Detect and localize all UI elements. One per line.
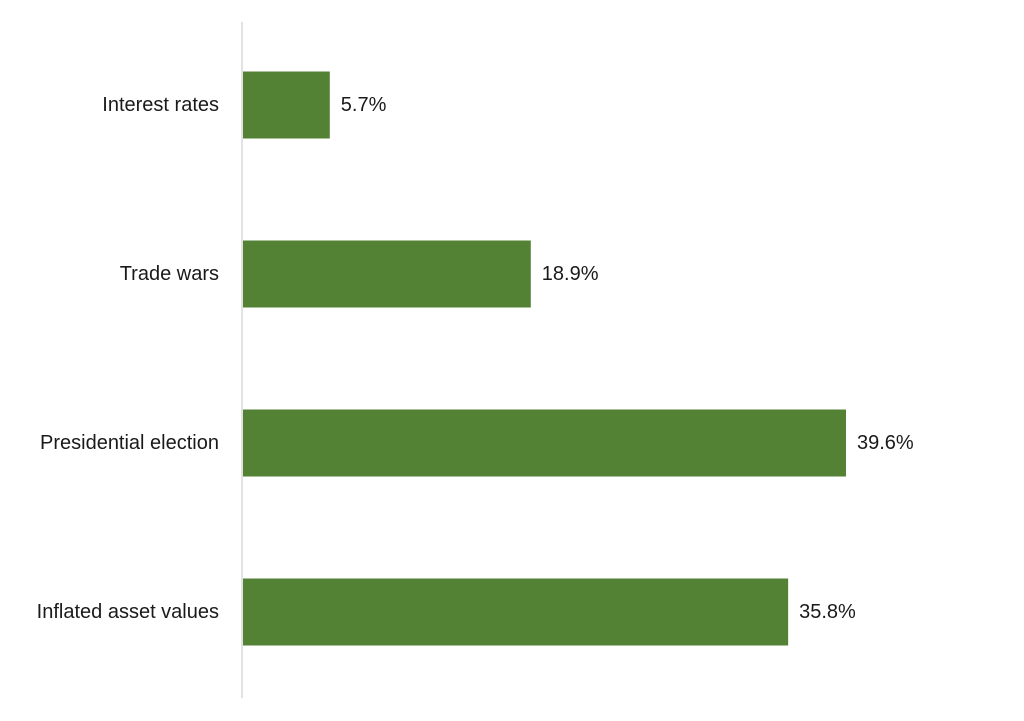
data-label: 39.6%	[857, 432, 914, 454]
category-label: Presidential election	[40, 432, 219, 454]
category-label: Trade wars	[120, 263, 219, 285]
bars-group	[243, 71, 846, 646]
data-label: 5.7%	[341, 94, 387, 116]
bar-presidential-election	[243, 409, 846, 477]
bar-trade-wars	[243, 240, 531, 308]
category-label: Interest rates	[102, 94, 219, 116]
bar-inflated-asset-values	[243, 578, 789, 646]
data-label: 18.9%	[542, 263, 599, 285]
labels-group: Interest rates 5.7% Trade wars 18.9% Preside…	[37, 94, 914, 623]
category-label: Inflated asset values	[37, 601, 219, 623]
data-label: 35.8%	[799, 601, 856, 623]
bar-interest-rates	[243, 71, 330, 139]
